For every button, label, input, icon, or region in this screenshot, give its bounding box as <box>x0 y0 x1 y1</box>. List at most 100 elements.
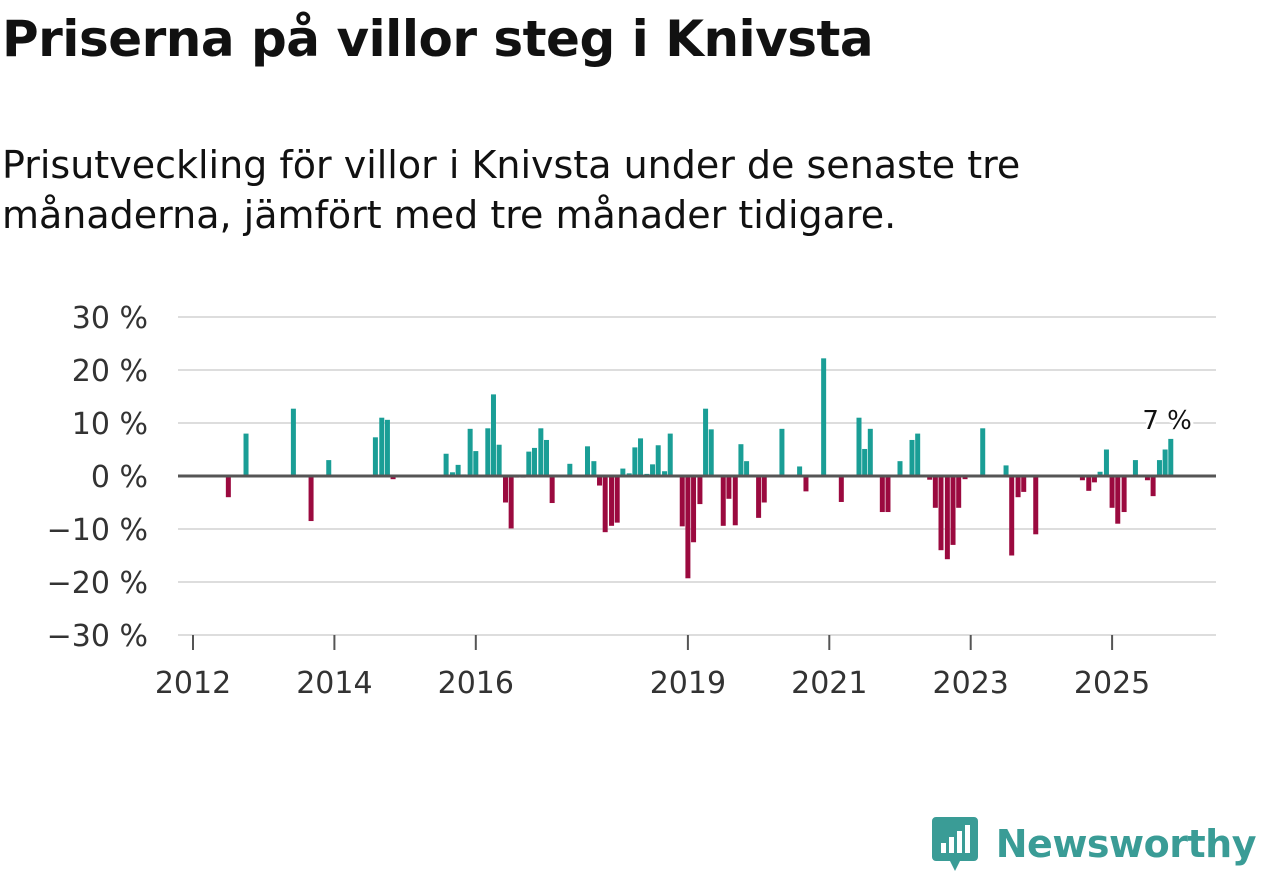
bar <box>650 464 656 476</box>
bar <box>326 460 332 476</box>
y-tick-label: 30 % <box>72 301 148 336</box>
gridlines <box>178 316 1216 636</box>
bar <box>1033 476 1039 535</box>
bar <box>1009 476 1015 556</box>
y-tick-label: −30 % <box>47 619 148 654</box>
bar <box>308 476 314 522</box>
bar <box>1103 449 1109 476</box>
bar <box>455 464 461 476</box>
bar <box>938 476 944 551</box>
bar <box>449 472 455 476</box>
bar <box>779 428 785 476</box>
bar <box>1150 476 1156 497</box>
annotation: 7 % <box>1139 403 1195 439</box>
bar <box>708 429 714 476</box>
bar <box>384 419 390 476</box>
bar <box>443 453 449 476</box>
bar <box>485 428 491 476</box>
bar <box>1168 438 1174 476</box>
bar <box>803 476 809 492</box>
bar <box>1162 449 1168 476</box>
bar <box>1086 476 1092 491</box>
brand-logo: Newsworthy <box>930 815 1257 873</box>
bar <box>862 448 868 476</box>
bar <box>1003 465 1009 476</box>
x-tick-label: 2023 <box>933 666 1009 701</box>
bar <box>915 433 921 476</box>
bar-chart: 30 %20 %10 %0 %−10 %−20 %−30 % 2012 2014 2… <box>47 301 1216 701</box>
bar <box>1115 476 1121 524</box>
bars <box>225 358 1174 579</box>
x-tick-label: 2025 <box>1074 666 1150 701</box>
x-tick-label: 2014 <box>296 666 372 701</box>
bar <box>1079 476 1085 481</box>
bar <box>597 476 603 486</box>
bar <box>1132 460 1138 476</box>
bar <box>490 394 496 476</box>
bar <box>720 476 726 526</box>
bar <box>638 438 644 476</box>
brand-name: Newsworthy <box>995 822 1257 866</box>
bar <box>726 476 732 499</box>
bar <box>838 476 844 502</box>
value-label: 7 % <box>1142 406 1192 436</box>
y-tick-label: −10 % <box>47 513 148 548</box>
bar <box>538 428 544 476</box>
x-tick-label: 2019 <box>650 666 726 701</box>
x-tick-label: 2012 <box>155 666 231 701</box>
bar <box>738 444 744 476</box>
y-tick-label: 0 % <box>91 460 148 495</box>
y-axis-labels: 30 % 20 % 10 % 0 % −10 % −20 % −30 % <box>47 301 148 654</box>
bar <box>662 471 668 476</box>
bar <box>732 476 738 526</box>
y-tick-label: −20 % <box>47 566 148 601</box>
bar <box>744 461 750 476</box>
bar <box>372 437 378 476</box>
bar <box>756 476 762 518</box>
bar <box>602 476 608 533</box>
bar <box>655 445 661 476</box>
bar <box>697 476 703 505</box>
bar <box>467 428 473 476</box>
bar <box>1121 476 1127 513</box>
bar <box>685 476 691 579</box>
bar <box>225 476 231 498</box>
bar <box>620 468 626 476</box>
bar <box>567 463 573 476</box>
bar <box>1021 476 1027 492</box>
bar <box>703 408 709 476</box>
bar <box>502 476 508 503</box>
bar <box>944 476 950 560</box>
bar <box>508 476 514 529</box>
bar <box>980 428 986 476</box>
bar <box>927 476 933 480</box>
x-tick-label: 2016 <box>438 666 514 701</box>
x-axis: 2012 2014 2016 2019 2021 2023 2025 <box>155 635 1150 701</box>
bar <box>609 476 615 526</box>
bar <box>390 476 396 480</box>
bar <box>1109 476 1115 508</box>
bar <box>544 439 549 476</box>
bar <box>473 451 479 476</box>
bar <box>679 476 685 527</box>
bar <box>797 466 803 476</box>
bar <box>243 433 249 476</box>
bar <box>667 433 673 476</box>
bar <box>1144 476 1150 481</box>
bar <box>531 447 537 476</box>
bar <box>885 476 891 513</box>
bar <box>962 476 968 480</box>
bar <box>591 461 597 476</box>
bar <box>290 408 296 476</box>
bar <box>632 447 638 476</box>
bar <box>950 476 956 545</box>
bar <box>956 476 962 508</box>
bar <box>496 444 502 476</box>
bar <box>932 476 938 508</box>
bar <box>879 476 885 513</box>
bar <box>1156 460 1162 476</box>
bar <box>909 439 915 476</box>
bar <box>1091 476 1097 483</box>
bar <box>691 476 697 543</box>
bar <box>897 461 903 476</box>
